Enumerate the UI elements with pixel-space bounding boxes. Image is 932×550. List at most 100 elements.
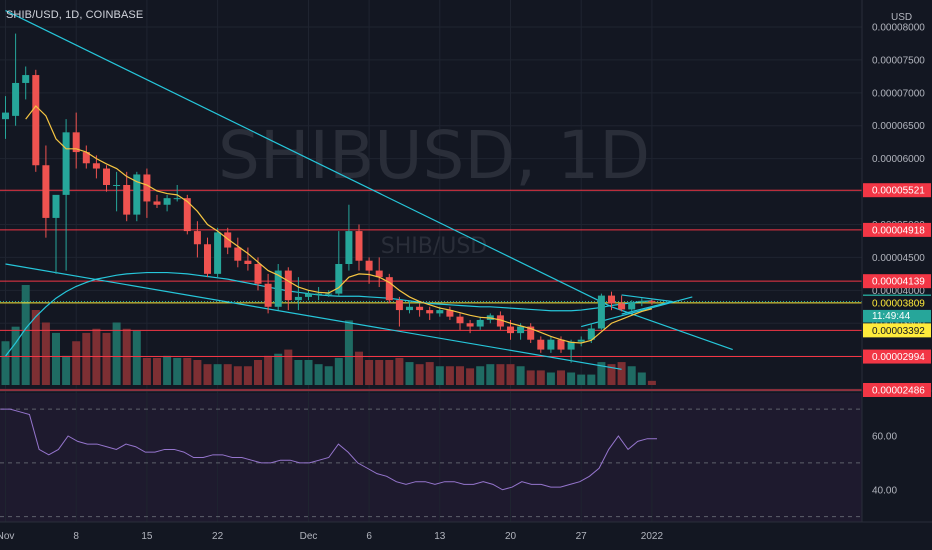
volume-bar (415, 364, 424, 385)
volume-bar (567, 372, 576, 385)
price-tag: 0.00003392 (863, 323, 931, 338)
price-tick-label: 0.00007500 (872, 55, 925, 66)
price-tick-label: 0.00004000 (872, 286, 925, 297)
candle-body (587, 328, 595, 340)
candle-body (628, 302, 636, 310)
volume-bar (395, 357, 404, 385)
date-tick-label: 8 (73, 531, 79, 542)
candle-body (426, 310, 434, 314)
volume-bar (526, 370, 535, 385)
currency-label: USD (891, 12, 912, 23)
volume-bar (607, 364, 616, 385)
volume-bar (425, 362, 434, 385)
volume-bar (314, 364, 323, 385)
volume-bar (274, 353, 283, 385)
price-tag-box (863, 383, 931, 397)
moving-average-line (25, 105, 653, 344)
volume-bar (284, 349, 293, 385)
volume-bar (21, 285, 30, 385)
volume-bar (142, 357, 151, 385)
candle-body (355, 231, 363, 261)
candle-body (143, 174, 151, 202)
volume-bar (456, 366, 464, 385)
candle-body (12, 82, 20, 116)
rsi-tick-label: 40.00 (872, 485, 897, 496)
candle-body (315, 293, 323, 295)
price-tag-box (863, 323, 931, 338)
price-tag: 0.00003809 (863, 295, 931, 310)
volume-bar (112, 322, 121, 385)
price-tick-label: 0.00008000 (872, 23, 925, 34)
volume-bar (617, 362, 626, 385)
trendline-lower-descending (5, 263, 622, 370)
candle-body (547, 339, 555, 350)
watermark-pair: SHIB/USD (381, 234, 488, 259)
volume-bar (173, 357, 182, 385)
volume-bar (11, 326, 20, 385)
date-tick-label: 15 (141, 531, 153, 542)
rsi-panel-background (0, 393, 862, 522)
date-tick-label: Dec (300, 531, 318, 542)
candle-body (254, 263, 262, 284)
candle-body (567, 341, 575, 350)
price-tag: 11:49:44 (863, 308, 931, 323)
volume-bar (536, 370, 545, 385)
volume-bar (153, 357, 161, 385)
candle-body (123, 184, 131, 215)
candle-body (395, 300, 403, 311)
candle-body (274, 270, 282, 307)
volume-bar (223, 364, 232, 385)
price-tag-label: 11:49:44 (872, 311, 911, 322)
volume-bar (546, 372, 555, 385)
candle-body (294, 296, 302, 301)
price-tag-label: 0.00003392 (872, 326, 925, 337)
candle-body (234, 247, 242, 261)
volume-bar (627, 366, 636, 385)
candle-body (406, 306, 413, 311)
trendline-wedge-lower (621, 300, 673, 315)
candle-body (638, 300, 646, 303)
candle-body (224, 232, 232, 248)
symbol-title: SHIB/USD, 1D, COINBASE (6, 9, 144, 21)
candle-body (446, 310, 454, 317)
price-tag-label: 0.00004918 (872, 225, 925, 236)
price-tag: 0.00002994 (863, 349, 931, 364)
volume-bar (82, 332, 91, 385)
volume-bar (203, 364, 212, 385)
candle-body (214, 232, 222, 274)
candle-body (325, 293, 333, 295)
candle-body (618, 303, 626, 310)
price-tag: 0.00004918 (863, 222, 931, 237)
candle-body (496, 315, 504, 327)
volume-bar (375, 360, 384, 385)
volume-bar (213, 364, 222, 385)
candle-body (62, 132, 70, 195)
price-tick-label: 0.00004500 (872, 253, 925, 264)
candle-body (264, 283, 272, 307)
candle-body (436, 310, 444, 314)
trendline-upper-descending (5, 10, 612, 308)
candle-body (22, 75, 30, 83)
volume-bar (647, 380, 656, 385)
rsi-tick-label: 60.00 (872, 432, 897, 443)
volume-bar (365, 360, 374, 385)
price-tag-label: 0.00005521 (872, 186, 925, 197)
date-tick-label: 22 (212, 531, 224, 542)
candle-body (42, 165, 50, 218)
volume-bar (31, 310, 40, 385)
candle-body (103, 168, 110, 185)
candle-body (163, 198, 171, 205)
date-tick-label: 13 (434, 531, 446, 542)
candle-body (204, 244, 211, 274)
volume-bar (385, 360, 394, 385)
volume-bar (52, 332, 60, 385)
volume-bar (243, 366, 252, 385)
volume-bar (557, 370, 565, 385)
candle-body (2, 112, 9, 120)
price-tag-box (863, 295, 931, 310)
date-tick-label: 20 (505, 531, 517, 542)
price-tag-label: 0.00004139 (872, 277, 925, 288)
candle-body (173, 198, 181, 200)
candle-body (82, 152, 90, 164)
